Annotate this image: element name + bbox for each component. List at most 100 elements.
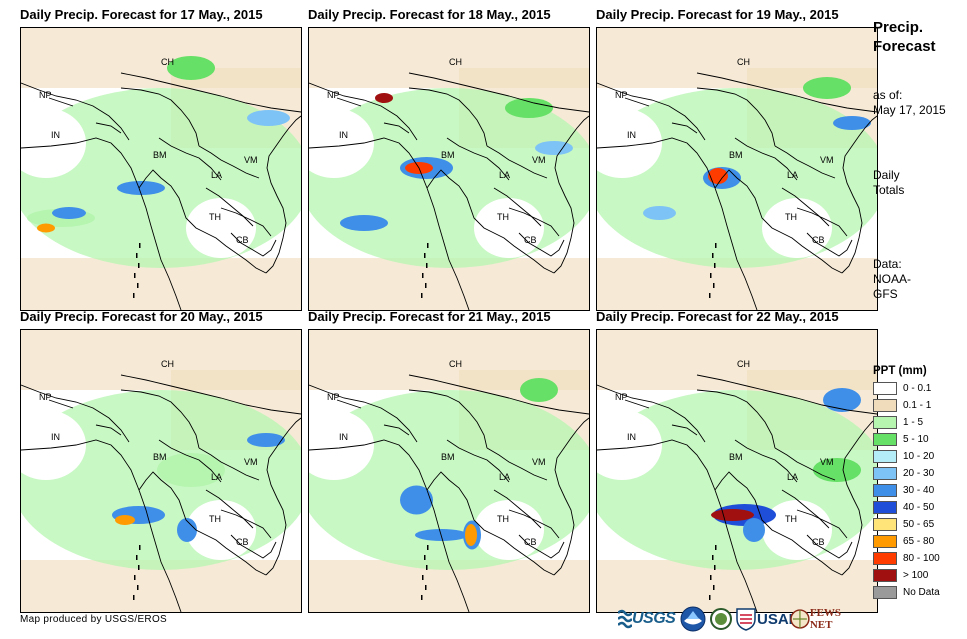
country-border [220, 207, 272, 237]
legend-item: 30 - 40 [873, 482, 965, 499]
country-label-in: IN [627, 432, 636, 442]
island [712, 253, 714, 258]
country-border [796, 509, 848, 539]
island [424, 253, 426, 258]
country-label-bm: BM [441, 452, 455, 462]
country-border [446, 439, 510, 483]
country-border [198, 145, 260, 179]
legend-swatch [873, 569, 897, 582]
country-label-cb: CB [236, 537, 249, 547]
country-border [734, 137, 798, 181]
doi-seal-icon [710, 608, 732, 630]
country-border [446, 137, 510, 181]
island [713, 283, 715, 288]
island [137, 283, 139, 288]
island [421, 595, 423, 600]
country-border [95, 424, 122, 436]
noaa-logo [680, 605, 706, 633]
panel-title: Daily Precip. Forecast for 18 May., 2015 [308, 7, 551, 22]
rain-cell [247, 433, 285, 447]
country-border [597, 82, 706, 141]
country-border [120, 389, 200, 449]
legend-label: 80 - 100 [903, 553, 940, 564]
country-border [734, 439, 798, 483]
country-label-ch: CH [737, 57, 750, 67]
country-label-th: TH [497, 212, 509, 222]
legend-swatch [873, 518, 897, 531]
rain-cell [340, 215, 388, 231]
rain-cell [708, 168, 728, 184]
totals-label: Totals [873, 183, 905, 197]
country-border [624, 399, 650, 409]
country-border [408, 72, 589, 113]
country-label-th: TH [497, 514, 509, 524]
island [427, 243, 429, 248]
country-label-la: LA [211, 472, 222, 482]
country-border [158, 439, 222, 483]
asof-date: May 17, 2015 [873, 103, 946, 117]
precip-map: CH NP IN BM LA VM TH CB [596, 329, 878, 613]
panel-title: Daily Precip. Forecast for 20 May., 2015 [20, 309, 263, 324]
country-border [841, 115, 877, 274]
country-label-vm: VM [532, 155, 546, 165]
country-border [336, 399, 362, 409]
legend-item: No Data [873, 584, 965, 601]
country-label-la: LA [499, 170, 510, 180]
island [425, 585, 427, 590]
country-label-np: NP [615, 392, 628, 402]
precip-map: CH NP IN BM LA VM TH CB [20, 329, 302, 613]
legend-swatch [873, 535, 897, 548]
country-label-th: TH [209, 212, 221, 222]
island [422, 273, 424, 278]
legend-label: 5 - 10 [903, 434, 929, 445]
dry-area [762, 500, 832, 560]
forecast-panel: Daily Precip. Forecast for 20 May., 2015… [20, 309, 302, 613]
country-border [158, 137, 222, 181]
rain-cell [157, 453, 225, 487]
island [134, 273, 136, 278]
forecast-panel: Daily Precip. Forecast for 18 May., 2015… [308, 7, 590, 311]
dry-area [309, 410, 374, 480]
country-border [198, 447, 260, 481]
data-source-line2: GFS [873, 287, 898, 301]
country-border [806, 534, 853, 559]
legend-label: 40 - 50 [903, 502, 935, 513]
island [422, 575, 424, 580]
rain-cell [535, 141, 573, 155]
legend-swatch [873, 484, 897, 497]
island [426, 565, 428, 570]
rain-cell [505, 98, 553, 118]
country-border [205, 489, 254, 529]
country-border [508, 207, 560, 237]
country-label-bm: BM [441, 150, 455, 160]
panel-title: Daily Precip. Forecast for 19 May., 2015 [596, 7, 839, 22]
panel-title: Daily Precip. Forecast for 22 May., 2015 [596, 309, 839, 324]
legend-label: 20 - 30 [903, 468, 935, 479]
country-label-vm: VM [244, 155, 258, 165]
country-label-cb: CB [236, 235, 249, 245]
dry-area [474, 500, 544, 560]
dry-area [21, 410, 86, 480]
country-label-bm: BM [153, 150, 167, 160]
country-border [230, 534, 277, 559]
legend-item: 80 - 100 [873, 550, 965, 567]
legend-swatch [873, 399, 897, 412]
legend-item: 0.1 - 1 [873, 397, 965, 414]
country-label-vm: VM [244, 457, 258, 467]
dry-area [474, 198, 544, 258]
legend-label: > 100 [903, 570, 929, 581]
legend-swatch [873, 586, 897, 599]
rain-cell [803, 77, 851, 99]
country-label-np: NP [39, 392, 52, 402]
country-label-ch: CH [737, 359, 750, 369]
country-label-in: IN [339, 432, 348, 442]
island [139, 243, 141, 248]
map-credit: Map produced by USGS/EROS [20, 614, 168, 625]
country-label-ch: CH [161, 359, 174, 369]
island [715, 243, 717, 248]
country-border [95, 122, 122, 134]
country-border [265, 417, 301, 576]
data-source-line1: NOAA- [873, 272, 912, 286]
asof-label: as of: [873, 88, 903, 102]
country-label-bm: BM [729, 452, 743, 462]
